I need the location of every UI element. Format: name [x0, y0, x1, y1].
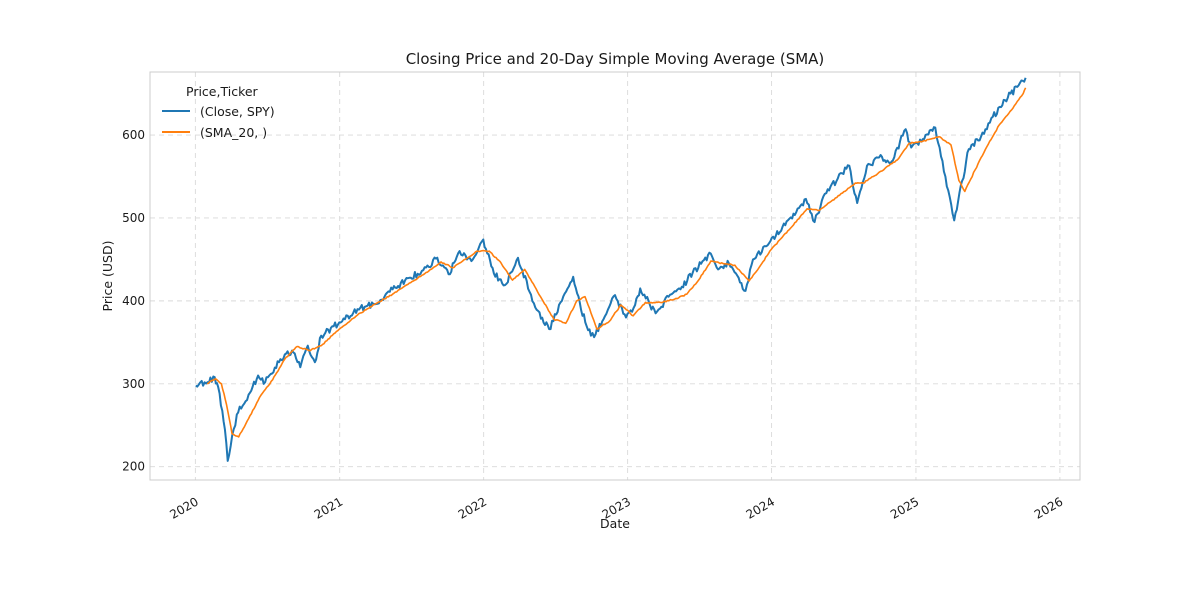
plot-frame	[149, 71, 1081, 481]
legend-title: Price,Ticker	[186, 84, 259, 99]
y-axis-label: Price (USD)	[100, 241, 115, 312]
y-tick-label: 600	[122, 128, 145, 142]
legend: Price,Ticker (Close, SPY) (SMA_20, )	[162, 84, 275, 140]
chart-title: Closing Price and 20-Day Simple Moving A…	[406, 50, 825, 68]
y-tick-label: 200	[122, 460, 145, 474]
legend-item-label: (SMA_20, )	[200, 125, 267, 140]
y-axis-ticks: 200 300 400 500 600	[122, 128, 145, 474]
x-axis-label: Date	[600, 516, 630, 531]
y-tick-label: 300	[122, 377, 145, 391]
sma-series-line	[206, 87, 1027, 438]
legend-item-label: (Close, SPY)	[200, 104, 275, 119]
series-layer	[195, 77, 1027, 462]
close-series-line	[195, 77, 1027, 462]
y-tick-label: 500	[122, 211, 145, 225]
y-tick-label: 400	[122, 294, 145, 308]
